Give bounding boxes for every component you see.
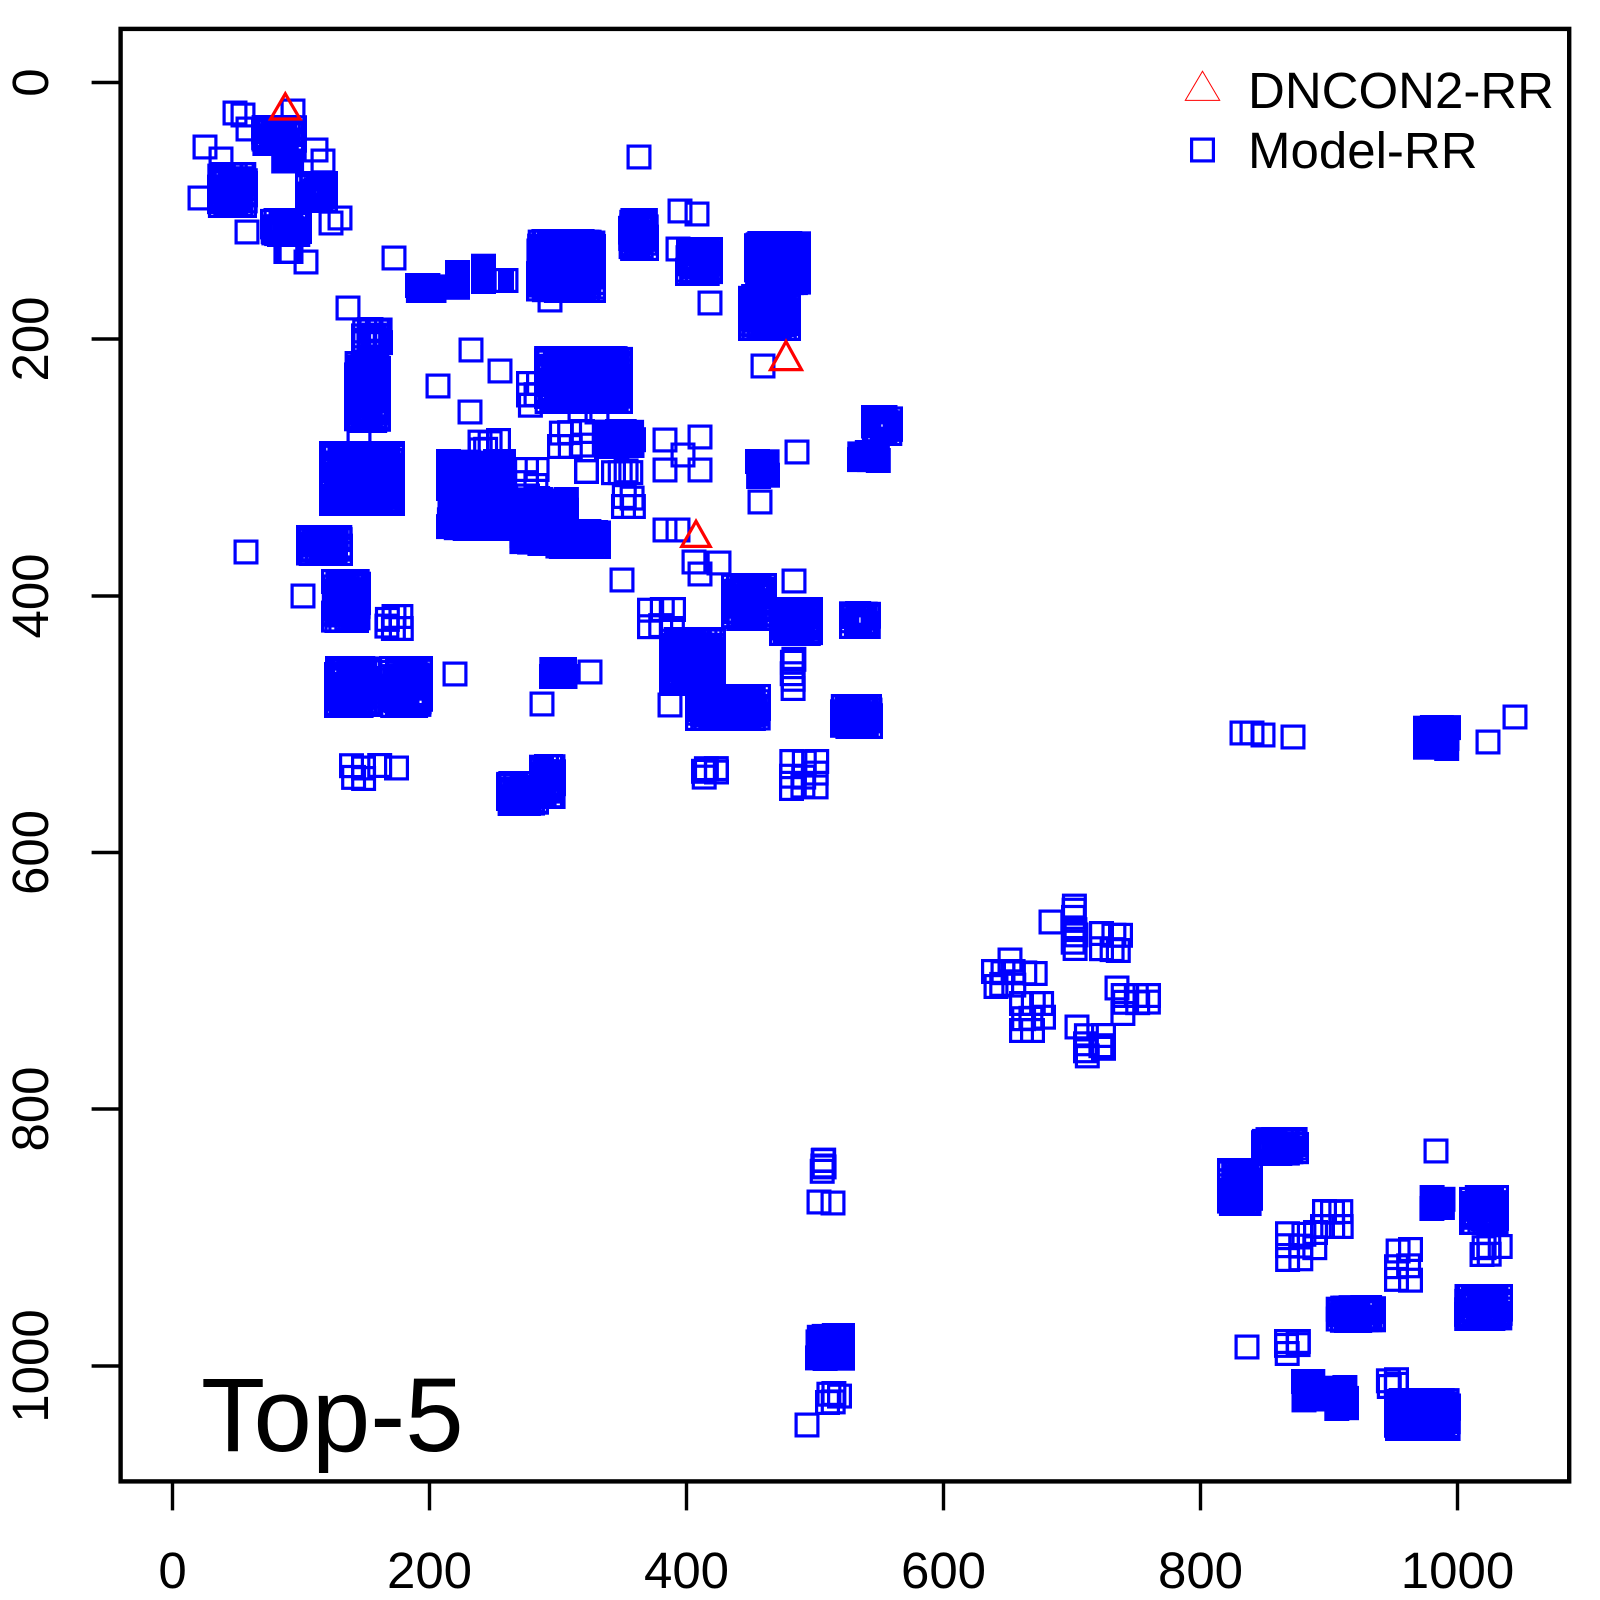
svg-text:200: 200 [387, 1542, 472, 1599]
svg-text:800: 800 [2, 1066, 59, 1151]
svg-text:0: 0 [158, 1542, 186, 1599]
svg-text:400: 400 [2, 553, 59, 638]
svg-text:Top-5: Top-5 [201, 1357, 464, 1474]
svg-text:1000: 1000 [2, 1309, 59, 1422]
svg-text:1000: 1000 [1401, 1542, 1514, 1599]
svg-text:800: 800 [1158, 1542, 1243, 1599]
svg-text:600: 600 [901, 1542, 986, 1599]
svg-text:200: 200 [2, 296, 59, 381]
svg-text:400: 400 [644, 1542, 729, 1599]
svg-text:DNCON2-RR: DNCON2-RR [1248, 62, 1554, 119]
svg-text:0: 0 [2, 68, 59, 96]
svg-text:Model-RR: Model-RR [1248, 122, 1478, 179]
svg-text:600: 600 [2, 810, 59, 895]
